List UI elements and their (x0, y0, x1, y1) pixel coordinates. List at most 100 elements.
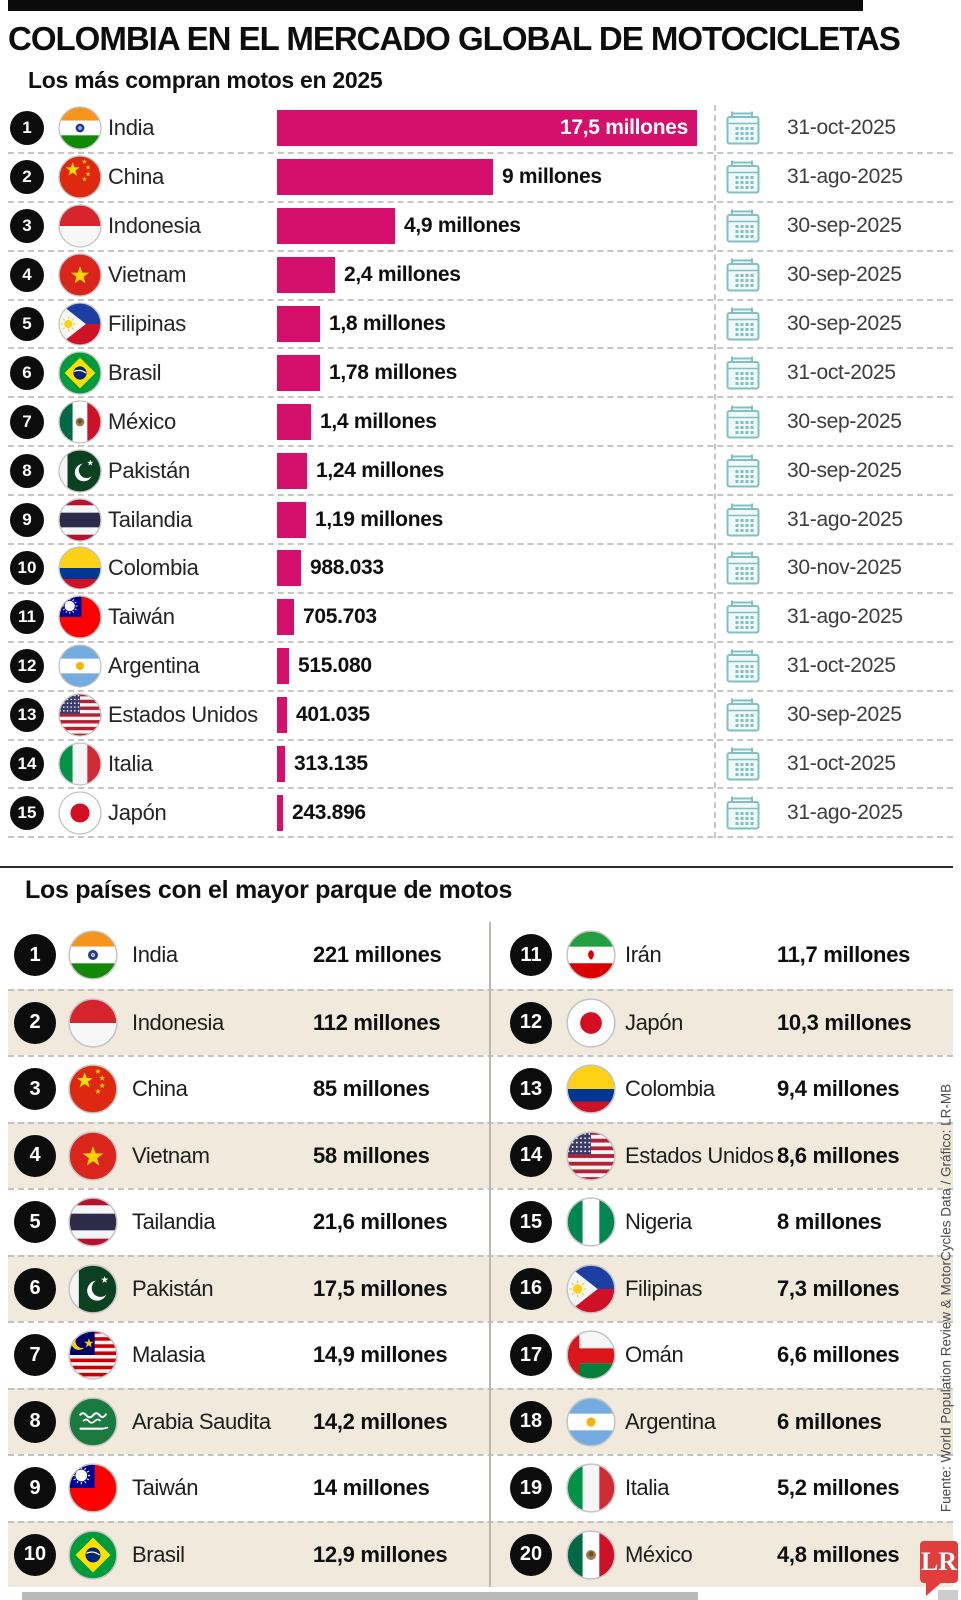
cutoff-date: 31-ago-2025 (787, 507, 903, 531)
park-cell-4: 4 Vietnam 58 millones (8, 1124, 488, 1189)
rank-badge: 2 (10, 160, 44, 195)
park-row-10: 10 Brasil 12,9 millones 20 México 4,8 millone… (8, 1520, 953, 1588)
park-row-9: 9 Taiwán 14 millones 19 Italia 5,2 millones (8, 1454, 953, 1521)
rank-badge: 13 (10, 698, 44, 733)
park-cell-10: 10 Brasil 12,9 millones (8, 1523, 488, 1588)
fleet-value: 10,3 millones (777, 1009, 912, 1035)
country-label: Taiwán (108, 604, 175, 630)
fleet-value: 7,3 millones (777, 1275, 900, 1301)
rank-badge: 12 (10, 649, 44, 684)
flag-vietnam-icon (68, 1131, 118, 1181)
park-table: 1 India 221 millones 11 Irán 11,7 millones 2 In… (8, 922, 953, 1587)
calendar-icon (724, 549, 762, 587)
value-bar (277, 697, 287, 734)
park-cell-12: 12 Japón 10,3 millones (489, 991, 953, 1056)
rank-badge: 6 (10, 355, 44, 390)
buyers-row-13: 13 Estados Unidos 401.035 30-sep-2025 (8, 692, 953, 741)
fleet-value: 14,9 millones (313, 1342, 448, 1368)
cropped-footer-strip-right (938, 1590, 958, 1600)
calendar-icon (724, 305, 762, 343)
flag-malaysia-icon (68, 1330, 118, 1380)
buyers-bar-chart: 1 India 17,5 millones 31-oct-2025 2 China 9 m… (8, 105, 953, 839)
rank-badge: 5 (10, 307, 44, 341)
flag-usa-icon (58, 693, 102, 737)
flag-japan-icon (58, 791, 102, 835)
cutoff-date: 30-sep-2025 (787, 703, 902, 727)
cutoff-date: 30-sep-2025 (787, 312, 902, 335)
bar-value-label: 1,78 millones (329, 360, 457, 384)
bar-value-label: 17,5 millones (560, 116, 688, 140)
rank-badge: 19 (510, 1467, 552, 1510)
rank-badge: 2 (14, 1001, 56, 1044)
bar-value-label: 1,24 millones (316, 458, 444, 482)
fleet-value: 17,5 millones (313, 1275, 448, 1301)
fleet-value: 58 millones (313, 1142, 430, 1168)
fleet-value: 8,6 millones (777, 1142, 900, 1168)
park-cell-6: 6 Pakistán 17,5 millones (8, 1257, 488, 1322)
calendar-icon (724, 501, 762, 539)
buyers-row-10: 10 Colombia 988.033 30-nov-2025 (8, 545, 953, 594)
country-label: Indonesia (132, 1009, 224, 1035)
buyers-row-2: 2 China 9 millones 31-ago-2025 (8, 154, 953, 203)
park-row-7: 7 Malasia 14,9 millones 17 Omán 6,6 millones (8, 1321, 953, 1388)
calendar-icon (724, 745, 762, 783)
value-bar (277, 306, 320, 342)
country-label: Brasil (108, 359, 162, 385)
lr-logo-text: LR (920, 1547, 958, 1576)
country-label: Irán (625, 942, 662, 968)
flag-colombia-icon (566, 1064, 616, 1114)
park-cell-8: 8 Arabia Saudita 14,2 millones (8, 1390, 488, 1455)
rank-badge: 9 (10, 502, 44, 537)
country-label: Estados Unidos (108, 702, 258, 728)
country-label: Taiwán (132, 1475, 199, 1501)
fleet-value: 85 millones (313, 1076, 430, 1102)
flag-indonesia-icon (68, 998, 118, 1048)
cutoff-date: 31-oct-2025 (787, 752, 896, 776)
bar-value-label: 401.035 (296, 703, 370, 727)
flag-italy-icon (566, 1463, 616, 1513)
value-bar (277, 403, 311, 440)
flag-iran-icon (566, 930, 616, 980)
bar-value-label: 988.033 (310, 556, 384, 580)
cutoff-date: 31-ago-2025 (787, 605, 903, 629)
flag-china-icon (58, 155, 102, 199)
bar-value-label: 2,4 millones (344, 263, 461, 287)
country-label: Malasia (132, 1342, 206, 1368)
flag-colombia-icon (58, 546, 102, 591)
calendar-icon (724, 598, 762, 636)
calendar-icon (724, 452, 762, 490)
rank-badge: 15 (10, 795, 44, 830)
calendar-icon (724, 207, 762, 245)
park-cell-20: 20 México 4,8 millones (489, 1523, 953, 1588)
cutoff-date: 31-ago-2025 (787, 800, 903, 824)
calendar-icon (724, 354, 762, 392)
flag-vietnam-icon (58, 253, 102, 297)
rank-badge: 15 (510, 1201, 552, 1244)
cropped-footer-strip (22, 1592, 698, 1600)
flag-mexico-icon (58, 400, 102, 444)
country-label: Colombia (625, 1076, 715, 1102)
rank-badge: 11 (10, 600, 44, 635)
buyers-row-15: 15 Japón 243.896 31-ago-2025 (8, 789, 953, 839)
rank-badge: 13 (510, 1068, 552, 1111)
calendar-icon (724, 403, 762, 441)
rank-badge: 10 (14, 1533, 56, 1576)
cutoff-date: 31-oct-2025 (787, 116, 896, 140)
buyers-row-7: 7 México 1,4 millones 30-sep-2025 (8, 398, 953, 448)
rank-badge: 1 (14, 934, 56, 977)
country-label: Filipinas (625, 1275, 703, 1301)
value-bar (277, 599, 294, 636)
fleet-value: 6,6 millones (777, 1342, 900, 1368)
country-label: Italia (108, 751, 153, 777)
top-accent-bar (8, 0, 863, 11)
buyers-section-title: Los más compran motos en 2025 (28, 67, 383, 93)
buyers-row-9: 9 Tailandia 1,19 millones 31-ago-2025 (8, 496, 953, 546)
flag-pakistan-icon (68, 1264, 118, 1314)
section-divider (0, 866, 953, 868)
rank-badge: 12 (510, 1001, 552, 1044)
flag-usa-icon (566, 1131, 616, 1181)
rank-badge: 14 (10, 747, 44, 782)
park-cell-15: 15 Nigeria 8 millones (489, 1190, 953, 1255)
flag-taiwan-icon (68, 1463, 118, 1513)
park-row-8: 8 Arabia Saudita 14,2 millones 18 Argentina 6… (8, 1387, 953, 1455)
